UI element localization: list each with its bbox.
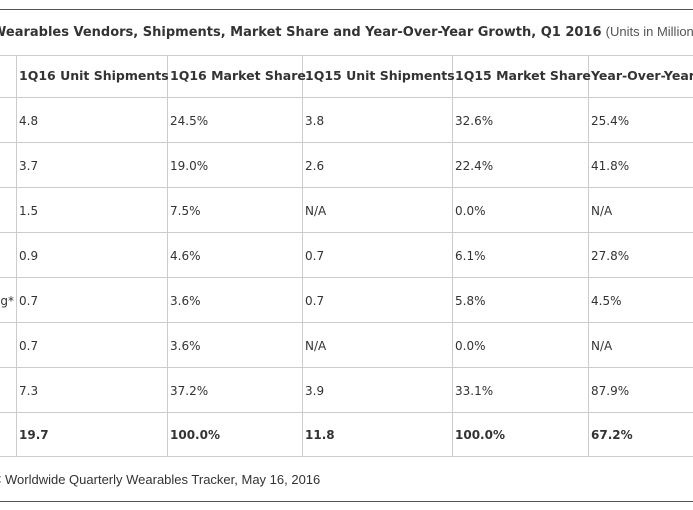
table-cell: 3.7: [19, 159, 39, 173]
table-cell: 7.3: [19, 384, 39, 398]
table-cell: 0.9: [19, 249, 39, 263]
grid-line: [16, 55, 17, 457]
table-cell: 41.8%: [591, 159, 630, 173]
table-cell: 0.7: [19, 339, 39, 353]
grid-line: [302, 55, 303, 457]
grid-line: [452, 55, 453, 457]
total-cell: 11.8: [305, 428, 335, 442]
table-cell: 32.6%: [455, 114, 494, 128]
table-cell: 6.1%: [455, 249, 486, 263]
table-cell: 0.7: [19, 294, 39, 308]
table-cell: N/A: [305, 204, 327, 218]
grid-line: [0, 456, 693, 457]
table-cell: 3.6%: [170, 294, 201, 308]
table-cell: 3.6%: [170, 339, 201, 353]
table-cell: 4.5%: [591, 294, 622, 308]
caption-title: Wearables Vendors, Shipments, Market Sha…: [0, 25, 602, 40]
grid-line: [0, 142, 693, 143]
table-cell: 7.5%: [170, 204, 201, 218]
grid-line: [0, 367, 693, 368]
grid-line: [0, 322, 693, 323]
table-cell: 0.7: [305, 294, 325, 308]
table-cell: N/A: [305, 339, 327, 353]
table-cell: N/A: [591, 204, 613, 218]
total-cell: 100.0%: [170, 428, 220, 442]
grid-line: [0, 97, 693, 98]
bottom-rule: [0, 501, 693, 502]
source-note: C Worldwide Quarterly Wearables Tracker,…: [0, 472, 321, 487]
grid-line: [0, 277, 693, 278]
column-header: 1Q16 Unit Shipments: [19, 68, 169, 83]
total-cell: 67.2%: [591, 428, 633, 442]
grid-line: [0, 55, 693, 56]
table-cell: 3.9: [305, 384, 325, 398]
table-cell: 33.1%: [455, 384, 494, 398]
table-cell: 22.4%: [455, 159, 494, 173]
table-cell: 1.5: [19, 204, 39, 218]
table-caption: Wearables Vendors, Shipments, Market Sha…: [0, 24, 693, 40]
grid-line: [0, 187, 693, 188]
table-cell: 4.8: [19, 114, 39, 128]
grid-line: [588, 55, 589, 457]
table-cell: 2.6: [305, 159, 325, 173]
top-rule: [0, 9, 693, 10]
table-cell: 4.6%: [170, 249, 201, 263]
caption-units: (Units in Millions): [605, 24, 693, 39]
table-cell: 87.9%: [591, 384, 630, 398]
table-cell: N/A: [591, 339, 613, 353]
table-cell: 5.8%: [455, 294, 486, 308]
column-header: 1Q15 Market Share: [455, 68, 591, 83]
total-cell: 100.0%: [455, 428, 505, 442]
column-header: 1Q16 Market Share: [170, 68, 306, 83]
table-cell: 27.8%: [591, 249, 630, 263]
total-cell: 19.7: [19, 428, 49, 442]
column-header: 1Q15 Unit Shipments: [305, 68, 455, 83]
table-cell: 0.0%: [455, 339, 486, 353]
table-cell: 24.5%: [170, 114, 209, 128]
grid-line: [0, 412, 693, 413]
table-cell: 37.2%: [170, 384, 209, 398]
column-header: Year-Over-Year: [591, 68, 693, 83]
shipments-table: 1Q16 Unit Shipments 1Q16 Market Share 1Q…: [0, 55, 693, 457]
table-cell: 3.8: [305, 114, 325, 128]
table-cell: 19.0%: [170, 159, 209, 173]
table-cell: 25.4%: [591, 114, 630, 128]
grid-line: [0, 232, 693, 233]
grid-line: [167, 55, 168, 457]
table-cell: 0.0%: [455, 204, 486, 218]
row-label: g*: [0, 294, 14, 308]
table-cell: 0.7: [305, 249, 325, 263]
